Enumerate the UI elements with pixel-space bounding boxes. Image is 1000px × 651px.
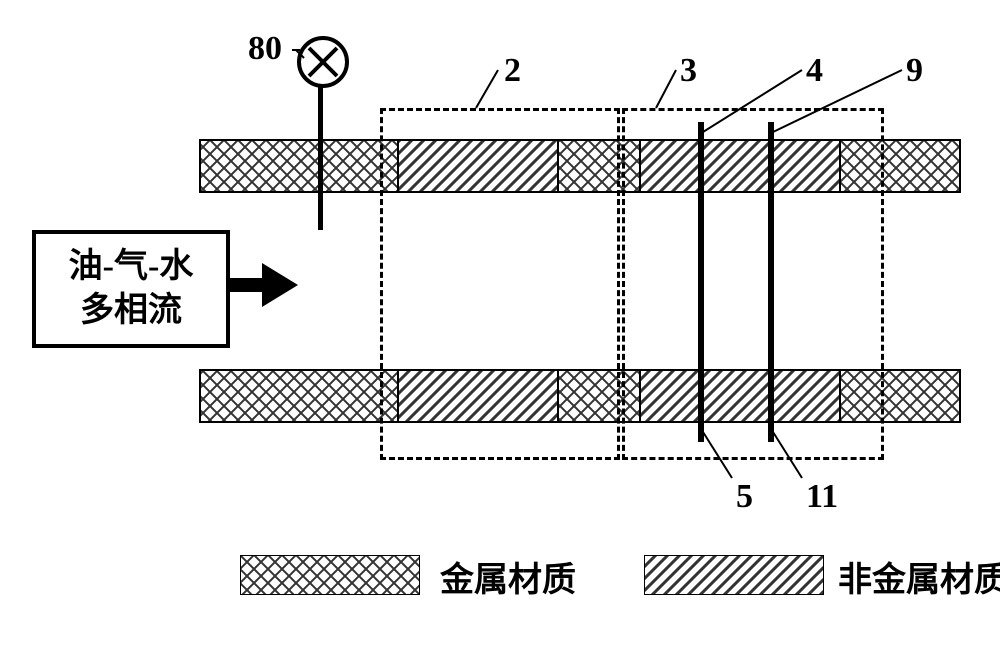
legend-swatch-metal [240,555,420,595]
callout-80: 80 [248,30,282,68]
callout-5: 5 [736,478,753,516]
callout-4: 4 [806,52,823,90]
callout-9: 9 [906,52,923,90]
diagram-stage: 油-气-水 多相流 80 2 3 4 9 5 11 金属材质 非金属材质 [0,0,1000,651]
legend-swatch-nonmetal [644,555,824,595]
legend-label-metal: 金属材质 [440,552,576,601]
legend-label-nonmetal: 非金属材质 [838,552,1000,601]
callout-3: 3 [680,52,697,90]
callout-2: 2 [504,52,521,90]
callout-11: 11 [806,478,838,516]
